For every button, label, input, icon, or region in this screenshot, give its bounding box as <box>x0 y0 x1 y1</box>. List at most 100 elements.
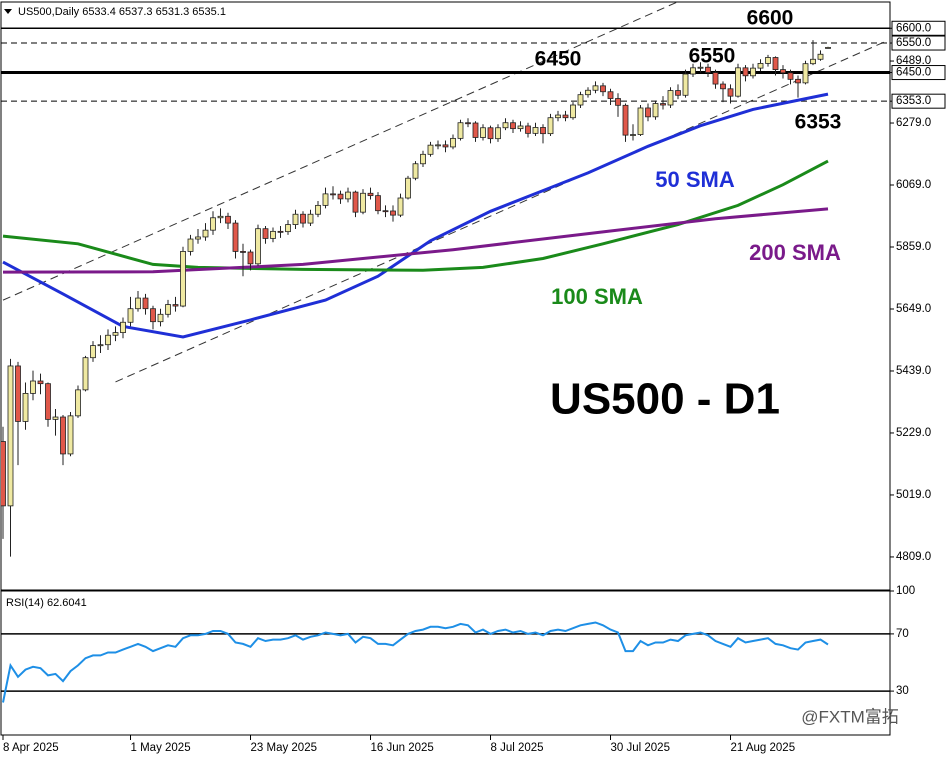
candle-body <box>285 224 291 233</box>
x-tick-label: 8 Apr 2025 <box>3 742 59 754</box>
y-tick-label: 5439.0 <box>896 365 931 377</box>
x-tick-label: 23 May 2025 <box>251 742 318 754</box>
candle-body <box>105 334 111 346</box>
price-panel <box>0 1 891 591</box>
chart-header: US500,Daily 6533.4 6537.3 6531.3 6535.1 <box>18 6 226 18</box>
candle-body <box>225 215 231 224</box>
y-tick-label: 30 <box>896 685 909 697</box>
y-tick-label: 6489.0 <box>896 55 931 67</box>
candle-body <box>825 47 831 49</box>
y-tick-label: 5859.0 <box>896 241 931 253</box>
candle-body <box>405 177 411 199</box>
price-plot <box>1 2 890 557</box>
candle-body <box>742 67 749 77</box>
menu-arrow <box>4 9 12 14</box>
candle-body <box>375 195 381 212</box>
rsi-plot <box>1 621 890 703</box>
candle-body <box>7 365 14 507</box>
candle-body <box>772 57 779 70</box>
candle-body <box>187 238 194 252</box>
annotation: US500 - D1 <box>550 375 780 424</box>
candle-body <box>585 89 591 96</box>
candle-body <box>450 137 456 148</box>
candle-body <box>592 85 599 91</box>
candle-body <box>465 122 471 125</box>
candle-body <box>195 236 201 240</box>
candle-body <box>300 213 306 224</box>
candle-body <box>112 332 119 336</box>
candle-body <box>22 393 29 422</box>
y-tick-label: 6450.0 <box>896 67 931 79</box>
candle-body <box>757 62 764 69</box>
candle-body <box>690 67 696 75</box>
candle-body <box>630 134 636 136</box>
x-tick-label: 16 Jun 2025 <box>371 742 434 754</box>
candle-body <box>390 210 396 216</box>
candle-body <box>525 125 531 134</box>
candle-body <box>802 63 809 84</box>
candle-body <box>337 193 344 200</box>
candle-body <box>750 67 756 77</box>
sma-line <box>2 207 829 274</box>
y-tick-box <box>891 35 946 51</box>
legend-label: 100 SMA <box>551 284 643 309</box>
y-tick-box <box>891 93 946 109</box>
sma-line <box>2 92 829 339</box>
candle-body <box>157 313 164 323</box>
candle-body <box>307 213 314 224</box>
candle-body <box>1 441 6 507</box>
candle-body <box>315 204 321 215</box>
candle-body <box>127 308 134 323</box>
candle-body <box>330 193 336 196</box>
candle-body <box>360 192 366 213</box>
candle-body <box>45 383 51 420</box>
candle-body <box>180 251 186 307</box>
level-label: 6353 <box>795 111 842 134</box>
candle-body <box>352 191 359 213</box>
candle-body <box>52 416 59 420</box>
rsi-name: RSI(14) <box>6 597 44 609</box>
candle-body <box>697 66 704 69</box>
candle-body <box>240 251 246 253</box>
candle-body <box>255 228 261 265</box>
candle-body <box>517 125 524 130</box>
candle-body <box>172 304 179 307</box>
candle-body <box>75 389 81 417</box>
level-label: 6450 <box>535 48 582 71</box>
candle-body <box>607 91 614 99</box>
candle-body <box>720 83 726 90</box>
candle-body <box>397 197 404 216</box>
candle-body <box>765 57 771 64</box>
candle-body <box>420 153 426 165</box>
candle-body <box>510 122 516 130</box>
candle-body <box>675 90 681 96</box>
candle-body <box>480 127 486 138</box>
level-label: 6550 <box>689 45 736 68</box>
channel-line <box>2 2 679 301</box>
candle-body <box>682 73 689 96</box>
candle-body <box>457 122 464 139</box>
candle-body <box>570 104 576 119</box>
y-tick-label: 4809.0 <box>896 551 931 563</box>
y-tick-label: 5649.0 <box>896 303 931 315</box>
candle-body <box>487 127 494 140</box>
candle-body <box>37 380 44 385</box>
y-tick-box <box>891 65 946 81</box>
candle-body <box>622 104 629 136</box>
candle-body <box>435 144 441 147</box>
candle-body <box>787 72 794 80</box>
candle-body <box>555 114 561 119</box>
candle-body <box>667 90 674 106</box>
candle-body <box>292 213 299 225</box>
y-tick-label: 6550.0 <box>896 37 931 49</box>
candle-body <box>727 88 734 97</box>
candle-body <box>735 67 741 97</box>
x-tick-label: 8 Jul 2025 <box>491 742 544 754</box>
candle-body <box>60 416 66 455</box>
candle-body <box>810 58 816 65</box>
channel-line <box>115 39 889 383</box>
y-tick-label: 70 <box>896 628 909 640</box>
candle-body <box>645 107 651 118</box>
